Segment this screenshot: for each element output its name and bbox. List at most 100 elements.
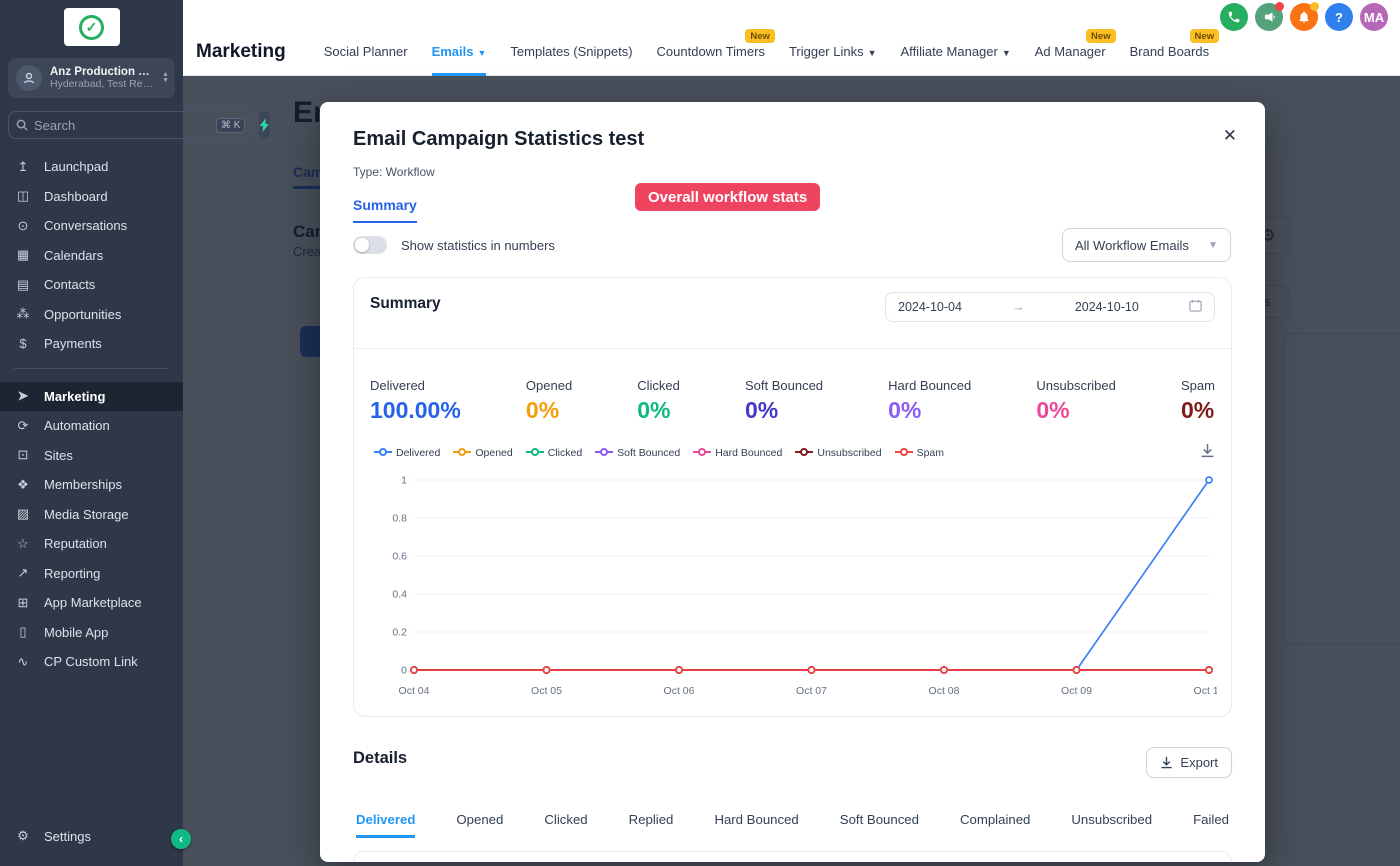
sidebar-item-calendars[interactable]: ▦ Calendars <box>0 241 183 271</box>
sidebar-item-contacts[interactable]: ▤ Contacts <box>0 270 183 300</box>
phone-icon[interactable] <box>1220 3 1248 31</box>
reporting-icon: ↗ <box>17 565 29 581</box>
sidebar-item-memberships[interactable]: ❖ Memberships <box>0 470 183 500</box>
help-icon[interactable]: ? <box>1325 3 1353 31</box>
details-tab-failed[interactable]: Failed <box>1193 812 1229 827</box>
nav-tab-social-planner[interactable]: Social Planner <box>324 44 408 76</box>
nav-tab-label: Social Planner <box>323 44 408 59</box>
search-shortcut: ⌘ K <box>216 117 246 133</box>
sidebar-item-sites[interactable]: ⊡ Sites <box>0 441 183 471</box>
bell-icon[interactable] <box>1290 2 1319 31</box>
stat-spam: Spam 0% <box>1181 378 1215 424</box>
details-tab-unsubscribed[interactable]: Unsubscribed <box>1071 812 1153 827</box>
details-tab-hard-bounced[interactable]: Hard Bounced <box>714 812 799 827</box>
calendar-icon: ▦ <box>16 247 30 263</box>
stat-value: 0% <box>744 397 779 423</box>
stat-soft-bounced: Soft Bounced 0% <box>745 378 823 424</box>
details-tab-opened[interactable]: Opened <box>456 812 504 827</box>
export-button[interactable]: Export <box>1146 747 1232 778</box>
toggle-knob <box>355 238 369 252</box>
details-tab-complained[interactable]: Complained <box>960 812 1031 827</box>
sidebar-item-app-marketplace[interactable]: ⊞ App Marketplace <box>0 588 183 618</box>
nav-tab-label: Countdown Timers <box>656 44 765 59</box>
nav-tab-label: Emails <box>431 44 474 59</box>
sidebar-item-reporting[interactable]: ↗ Reporting <box>0 559 183 589</box>
sidebar-item-reputation[interactable]: ☆ Reputation <box>0 529 183 559</box>
svg-text:0: 0 <box>401 665 407 677</box>
show-statistics-toggle[interactable] <box>353 236 387 254</box>
sidebar: ✓ Anz Production Platf... Hyderabad, Tes… <box>0 0 271 866</box>
nav-tab-countdown-timers[interactable]: Countdown Timers New <box>656 29 775 76</box>
opportunities-icon: ⁂ <box>16 306 30 322</box>
nav-tab-brand-boards[interactable]: Brand Boards New <box>1130 29 1220 76</box>
sidebar-item-cp-custom-link[interactable]: ∿ CP Custom Link <box>0 647 183 677</box>
megaphone-icon[interactable] <box>1255 2 1284 31</box>
search-input[interactable] <box>34 117 210 133</box>
sidebar-item-label: Opportunities <box>44 306 122 322</box>
search-input-wrap: ⌘ K <box>8 111 254 139</box>
details-tab-soft-bounced[interactable]: Soft Bounced <box>839 812 919 827</box>
account-switcher[interactable]: Anz Production Platf... Hyderabad, Test … <box>8 58 175 98</box>
nav-tab-emails[interactable]: Emails ▼ <box>431 44 487 76</box>
sidebar-item-mobile-app[interactable]: ▯ Mobile App <box>0 618 183 648</box>
details-tab-delivered[interactable]: Delivered <box>356 812 416 838</box>
nav-tab-ad-manager[interactable]: Ad Manager New <box>1034 29 1116 76</box>
legend-label: Delivered <box>396 447 441 459</box>
sidebar-item-label: Memberships <box>44 477 123 493</box>
app-marketplace-icon: ⊞ <box>17 594 29 610</box>
details-tab-replied[interactable]: Replied <box>628 812 674 827</box>
new-badge: New <box>745 29 775 43</box>
sidebar-item-automation[interactable]: ⟳ Automation <box>0 411 183 441</box>
avatar[interactable]: MA <box>1360 3 1388 31</box>
sidebar-item-settings[interactable]: ⚙ Settings <box>0 822 183 852</box>
legend-label: Hard Bounced <box>715 447 783 459</box>
svg-text:0.8: 0.8 <box>392 513 407 525</box>
legend-label: Soft Bounced <box>617 447 681 459</box>
chart-legend: Delivered Opened Clicked Soft Bounced Hard B… <box>374 443 1215 463</box>
stat-value: 0% <box>525 397 560 423</box>
svg-text:Oct 05: Oct 05 <box>531 685 562 697</box>
stat-opened: Opened 0% <box>526 378 572 424</box>
reputation-icon: ☆ <box>17 535 29 551</box>
svg-text:Oct 08: Oct 08 <box>929 685 960 697</box>
top-header: ? MA Marketing Social Planner Emails ▼ Temp… <box>183 0 1400 76</box>
workflow-emails-select[interactable]: All Workflow Emails ▼ <box>1062 228 1231 262</box>
sidebar-item-label: Automation <box>44 418 110 434</box>
legend-label: Opened <box>475 447 513 459</box>
sidebar-item-dashboard[interactable]: ◫ Dashboard <box>0 182 183 212</box>
date-range-picker[interactable]: 2024-10-04 → 2024-10-10 <box>885 292 1215 322</box>
stat-label: Delivered <box>370 378 425 393</box>
legend-item-clicked: Clicked <box>525 447 582 460</box>
tab-summary[interactable]: Summary <box>353 197 417 223</box>
sidebar-item-payments[interactable]: $ Payments <box>0 329 183 359</box>
sidebar-item-label: Marketing <box>44 388 106 404</box>
sidebar-item-media-storage[interactable]: ▨ Media Storage <box>0 500 183 530</box>
conversations-icon: ⊙ <box>17 217 29 233</box>
sidebar-item-conversations[interactable]: ⊙ Conversations <box>0 211 183 241</box>
ai-spark-icon[interactable] <box>259 111 271 139</box>
arrow-right-icon: → <box>1012 300 1025 314</box>
sidebar-item-label: Reputation <box>44 536 107 552</box>
close-icon[interactable]: ✕ <box>1222 126 1237 145</box>
details-tab-clicked[interactable]: Clicked <box>544 812 588 827</box>
nav-tab-trigger-links[interactable]: Trigger Links ▼ <box>789 44 877 76</box>
stat-value: 0% <box>888 397 922 423</box>
nav-tab-affiliate-manager[interactable]: Affiliate Manager ▼ <box>901 44 1011 76</box>
sidebar-item-launchpad[interactable]: ↥ Launchpad <box>0 152 183 182</box>
sidebar-item-label: Reporting <box>44 565 101 581</box>
stat-value: 0% <box>1180 397 1215 423</box>
sidebar-nav-main: ➤ Marketing ⟳ Automation ⊡ Sites ❖ Memberships ▨… <box>0 381 183 677</box>
sidebar-item-label: Contacts <box>44 277 96 293</box>
sidebar-collapse-button[interactable]: ‹ <box>171 829 191 849</box>
sidebar-item-label: Payments <box>44 336 102 352</box>
sidebar-item-opportunities[interactable]: ⁂ Opportunities <box>0 300 183 330</box>
nav-tab-label: Ad Manager <box>1034 44 1106 59</box>
marketing-icon: ➤ <box>17 388 29 404</box>
legend-label: Spam <box>916 447 944 459</box>
line-chart: 0 0.2 0.4 0.6 0.8 1 Oct 04 Oct 05 Oct 06 Oct 07 Oc… <box>370 470 1224 707</box>
check-logo-icon: ✓ <box>79 14 104 40</box>
chart-download-icon[interactable] <box>1200 443 1215 463</box>
nav-tab-templates-snippets[interactable]: Templates (Snippets) <box>510 44 632 76</box>
sidebar-item-marketing[interactable]: ➤ Marketing <box>0 381 183 411</box>
